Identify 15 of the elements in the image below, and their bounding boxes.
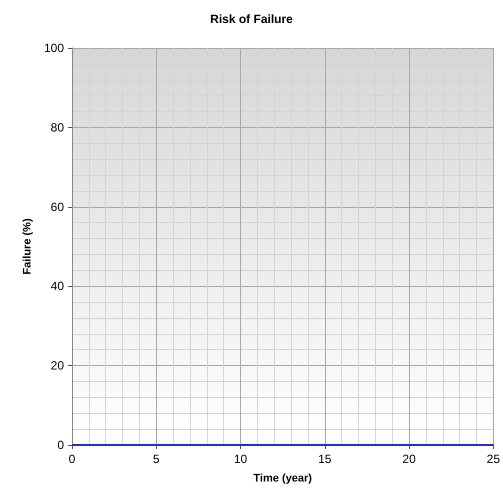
y-tick-label: 0 xyxy=(57,438,64,452)
y-axis-title: Failure (%) xyxy=(22,218,34,275)
y-tick-label: 20 xyxy=(50,358,64,373)
x-tick-label: 5 xyxy=(152,452,160,466)
x-tick-label: 0 xyxy=(68,452,76,466)
x-tick-label: 25 xyxy=(486,452,500,466)
y-tick-label: 100 xyxy=(44,41,64,55)
x-axis-title: Time (year) xyxy=(253,472,312,484)
chart-title: Risk of Failure xyxy=(210,12,294,26)
y-tick-label: 40 xyxy=(50,279,64,294)
x-tick-label: 15 xyxy=(318,452,332,466)
x-tick-label: 10 xyxy=(234,452,248,466)
y-tick-label: 80 xyxy=(50,120,64,134)
y-tick-label: 60 xyxy=(50,200,64,214)
x-tick-label: 20 xyxy=(402,452,416,466)
